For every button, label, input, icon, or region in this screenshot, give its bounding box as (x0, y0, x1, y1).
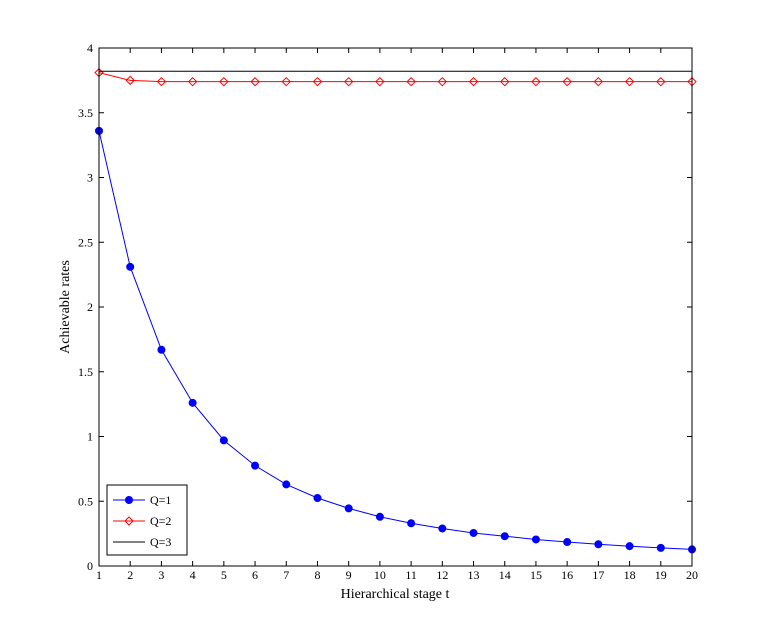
series-1-point-17 (594, 540, 603, 549)
x-tick-label-6: 6 (252, 568, 258, 582)
series-1-point-3 (157, 345, 166, 354)
series-2-point-17 (593, 76, 604, 87)
series-1-point-6 (251, 461, 260, 470)
series-2-point-8 (312, 76, 323, 87)
series-1-point-19 (656, 543, 665, 552)
x-tick-label-17: 17 (592, 568, 604, 582)
x-tick-label-2: 2 (127, 568, 133, 582)
y-tick-label-7: 3.5 (78, 106, 93, 120)
x-tick-label-1: 1 (96, 568, 102, 582)
y-tick-label-0: 0 (87, 559, 93, 573)
x-tick-label-3: 3 (158, 568, 164, 582)
y-tick-label-1: 0.5 (78, 494, 93, 508)
series-2-point-7 (281, 76, 291, 87)
x-tick-label-11: 11 (405, 568, 417, 582)
x-tick-label-9: 9 (346, 568, 352, 582)
series-1-point-13 (469, 528, 478, 537)
x-tick-label-13: 13 (468, 568, 480, 582)
series-1-point-10 (375, 512, 384, 521)
series-1-point-14 (500, 532, 509, 541)
series-1-point-9 (344, 504, 353, 513)
x-tick-label-19: 19 (655, 568, 667, 582)
series-1-point-15 (531, 535, 540, 544)
series-line-1 (98, 130, 693, 550)
x-tick-label-15: 15 (530, 568, 542, 582)
plot-area-background (99, 48, 692, 566)
series-2-point-14 (500, 76, 510, 87)
series-2-point-5 (219, 76, 229, 87)
series-2-point-19 (656, 76, 666, 87)
series-2-point-9 (343, 76, 354, 87)
legend-label-1: Q=1 (150, 493, 171, 507)
series-line-2 (98, 72, 692, 83)
legend-marker-1 (125, 496, 133, 504)
x-tick-label-16: 16 (561, 568, 573, 582)
series-1-point-7 (282, 480, 291, 489)
series-1-point-11 (407, 519, 416, 528)
series-1-point-2 (126, 262, 135, 271)
series-2-point-15 (531, 76, 541, 87)
series-1-point-8 (313, 494, 322, 503)
x-tick-label-7: 7 (283, 568, 289, 582)
legend-label-3: Q=3 (150, 535, 171, 549)
legend: Q=1 Q=2 Q=3 (106, 484, 188, 556)
series-1-point-5 (219, 436, 228, 445)
x-tick-label-4: 4 (190, 568, 196, 582)
x-tick-label-20: 20 (686, 568, 698, 582)
y-tick-label-8: 4 (87, 41, 93, 55)
series-2-point-2 (125, 75, 135, 86)
series-2-point-11 (406, 76, 416, 87)
series-2-point-16 (562, 76, 572, 87)
series-2-point-3 (156, 76, 167, 87)
legend-box (106, 484, 188, 556)
x-tick-label-10: 10 (374, 568, 386, 582)
x-tick-label-5: 5 (221, 568, 227, 582)
series-1-point-16 (563, 538, 572, 547)
series-1-point-18 (625, 542, 634, 551)
series-2-point-13 (468, 76, 479, 87)
series-2-point-4 (187, 76, 198, 87)
y-tick-label-6: 3 (87, 171, 93, 185)
series-2-point-18 (624, 76, 635, 87)
legend-label-2: Q=2 (150, 514, 171, 528)
x-tick-label-14: 14 (499, 568, 511, 582)
series-2-point-6 (250, 76, 260, 87)
plot-frame (98, 47, 693, 567)
y-tick-label-5: 2.5 (78, 235, 93, 249)
y-axis-label: Achievable rates (58, 260, 73, 354)
ticks-layer: 1 2 3 4 5 6 7 8 9 10 11 12 13 14 15 16 17 18 19 2000.511.52… (78, 41, 698, 582)
y-tick-label-2: 1 (87, 430, 93, 444)
series-2-point-10 (375, 76, 385, 87)
series-1-point-4 (188, 398, 197, 407)
x-tick-label-12: 12 (436, 568, 448, 582)
x-tick-label-18: 18 (624, 568, 636, 582)
series-2-point-12 (437, 76, 448, 87)
series-1-point-12 (438, 524, 447, 533)
y-tick-label-3: 1.5 (78, 365, 93, 379)
x-axis-label: Hierarchical stage t (341, 587, 450, 602)
y-tick-label-4: 2 (87, 300, 93, 314)
series-layer (94, 67, 697, 554)
legend-marker-2 (124, 516, 134, 526)
x-tick-label-8: 8 (314, 568, 320, 582)
